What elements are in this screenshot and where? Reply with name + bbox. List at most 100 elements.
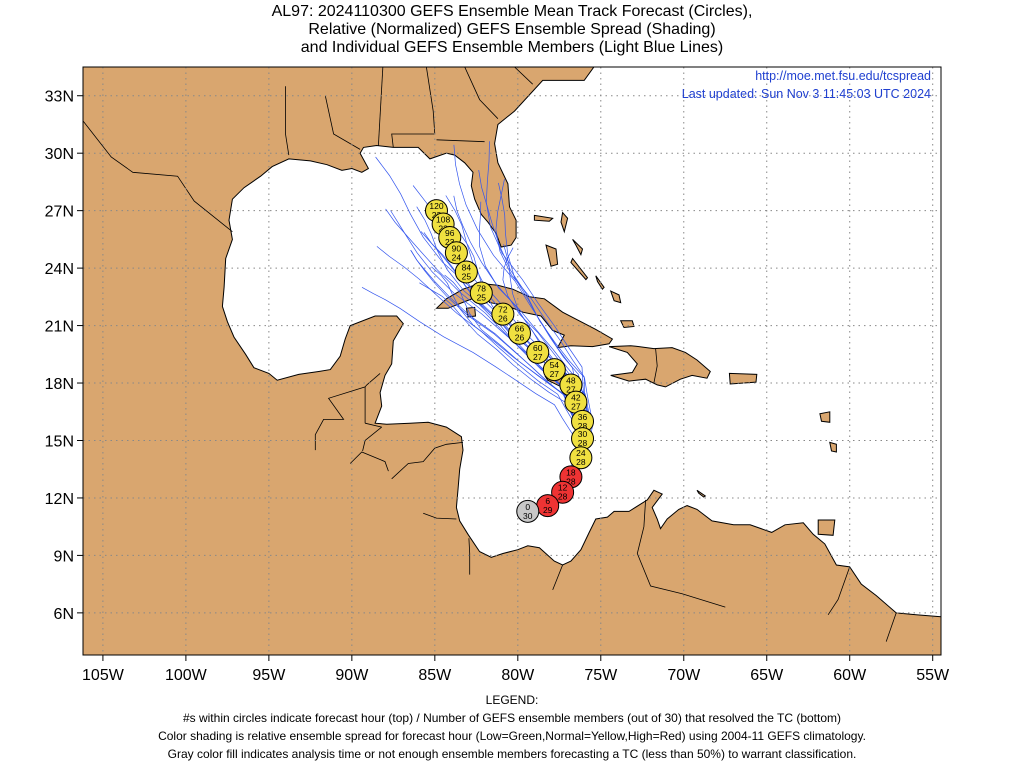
title-line-2: Relative (Normalized) GEFS Ensemble Spre… (308, 21, 716, 38)
track-circle (526, 340, 550, 364)
forecast-hour-label: 24 (576, 448, 586, 458)
member-count-label: 23 (445, 237, 455, 247)
lon-tick-label: 70W (667, 667, 701, 684)
forecast-hour-label: 48 (566, 375, 576, 385)
member-count-label: 27 (571, 402, 581, 412)
country-border-line (514, 67, 533, 85)
country-border-line (285, 86, 290, 156)
lon-tick-label: 95W (252, 667, 286, 684)
forecast-hour-label: 6 (545, 496, 550, 506)
ensemble-mean-track: 1202310823962390248425782572266626602754… (424, 199, 595, 523)
map-frame (82, 66, 942, 656)
country-border-line (940, 616, 941, 619)
legend-heading: LEGEND: (485, 693, 539, 707)
trinidad-island (817, 519, 836, 536)
country-border-line (885, 612, 897, 642)
track-point: 629 (536, 494, 560, 518)
last-updated-text: Last updated: Sun Nov 3 11:45:03 UTC 202… (681, 87, 931, 101)
puerto-rico-island (728, 372, 758, 385)
lat-tick-label: 9N (54, 548, 74, 565)
forecast-hour-label: 36 (578, 412, 588, 422)
country-border-line (83, 120, 233, 233)
lat-tick-label: 30N (45, 146, 74, 163)
lat-tick-label: 33N (45, 89, 74, 106)
curacao-island (696, 489, 707, 498)
grand-bahama-island (533, 214, 554, 222)
member-count-label: 27 (533, 352, 543, 362)
hispaniola-island (608, 345, 711, 388)
lon-tick-label: 105W (82, 667, 125, 684)
track-point: 030 (516, 499, 540, 523)
member-count-label: 26 (515, 333, 525, 343)
forecast-hour-label: 72 (498, 305, 508, 315)
member-count-label: 30 (523, 511, 533, 521)
source-url-link[interactable]: http://moe.met.fsu.edu/tcspread (755, 69, 931, 83)
track-circle (444, 241, 468, 265)
forecast-hour-label: 96 (445, 228, 455, 238)
andros-island (545, 244, 559, 267)
country-border-line (314, 373, 381, 451)
member-count-label: 28 (576, 457, 586, 467)
forecast-hour-label: 12 (558, 483, 568, 493)
track-circle (507, 321, 531, 345)
member-count-label: 24 (452, 252, 462, 262)
track-circle (569, 446, 593, 470)
forecast-hour-label: 30 (578, 429, 588, 439)
abaco-island (560, 211, 569, 234)
country-border-line (423, 512, 457, 520)
track-circle (469, 281, 493, 305)
country-border-line (436, 139, 485, 143)
country-border-line (464, 67, 499, 119)
lon-tick-label: 100W (165, 667, 208, 684)
forecast-hour-label: 108 (436, 215, 450, 225)
north-america-landmass (83, 67, 941, 655)
lat-tick-label: 24N (45, 261, 74, 278)
lon-tick-label: 75W (584, 667, 618, 684)
member-count-label: 27 (550, 369, 560, 379)
eleuthera-island (572, 239, 584, 257)
track-circle (516, 499, 540, 523)
lon-tick-label: 55W (916, 667, 950, 684)
guadeloupe-island (819, 411, 831, 423)
lon-tick-label: 65W (750, 667, 784, 684)
track-circle (454, 260, 478, 284)
lat-tick-label: 6N (54, 606, 74, 623)
member-count-label: 28 (566, 476, 576, 486)
forecast-hour-label: 120 (429, 201, 443, 211)
axis-ticks: 105W 100W 95W 90W 85W 80W 75W 70W 65W 60W 55W 6N 9N 1… (45, 89, 950, 684)
acklins-island (609, 290, 622, 304)
forecast-hour-label: 78 (477, 284, 487, 294)
lon-tick-label: 90W (335, 667, 369, 684)
martinique-island (829, 441, 837, 453)
forecast-hour-label: 60 (533, 343, 543, 353)
cuba-island (435, 282, 614, 349)
country-border-line (365, 422, 382, 428)
forecast-hour-label: 84 (462, 262, 472, 272)
country-border-line (636, 499, 726, 608)
member-count-label: 28 (578, 421, 588, 431)
country-border-line (378, 67, 384, 146)
member-count-label: 29 (543, 505, 553, 515)
member-count-label: 28 (558, 492, 568, 502)
legend-line-2: Color shading is relative ensemble sprea… (158, 729, 866, 743)
forecast-hour-label: 66 (515, 324, 525, 334)
forecast-hour-label: 54 (550, 360, 560, 370)
lat-tick-label: 15N (45, 433, 74, 450)
legend-line-3: Gray color fill indicates analysis time … (167, 747, 857, 761)
member-count-label: 28 (578, 438, 588, 448)
member-count-label: 25 (462, 271, 472, 281)
lat-tick-label: 18N (45, 376, 74, 393)
track-circle (491, 302, 515, 326)
country-border-line (362, 426, 382, 452)
